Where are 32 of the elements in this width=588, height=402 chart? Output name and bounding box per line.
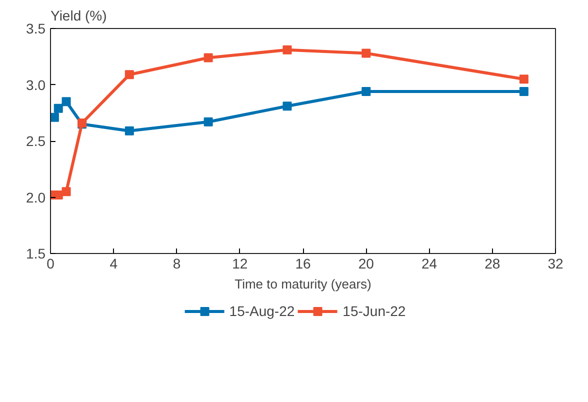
- point: [124, 70, 134, 80]
- point: [124, 126, 134, 136]
- x-tick-label: 24: [421, 256, 438, 272]
- y-tick-label: 3.5: [26, 20, 46, 36]
- x-tick-label: 4: [110, 256, 118, 272]
- point: [204, 53, 213, 62]
- y-tick-label: 2.5: [26, 133, 46, 149]
- point: [62, 97, 71, 106]
- point: [282, 102, 292, 111]
- legend-label: 15-Jun-22: [342, 303, 406, 319]
- x-tick-label: 12: [232, 256, 248, 272]
- point: [362, 87, 371, 96]
- point: [62, 187, 71, 196]
- point: [519, 74, 528, 84]
- y-tick-label: 3.0: [26, 76, 46, 93]
- x-tick-label: 8: [172, 256, 181, 272]
- x-tick-label: 28: [484, 256, 500, 272]
- y-tick-label: 2.0: [26, 189, 46, 206]
- y-tick-label: 1.5: [26, 246, 46, 262]
- point: [362, 48, 371, 58]
- point: [519, 87, 528, 96]
- point: [282, 45, 292, 54]
- x-tick-label: 16: [295, 256, 311, 272]
- y-axis-title: Yield (%): [50, 8, 107, 24]
- x-tick-label: 20: [358, 256, 374, 272]
- point: [50, 112, 59, 122]
- point: [54, 104, 63, 113]
- x-axis-title: Time to maturity (years): [234, 276, 372, 292]
- point: [204, 117, 213, 126]
- x-tick-label: 0: [46, 256, 55, 272]
- x-tick-label: 32: [548, 256, 564, 272]
- legend-label: 15-Aug-22: [229, 303, 295, 319]
